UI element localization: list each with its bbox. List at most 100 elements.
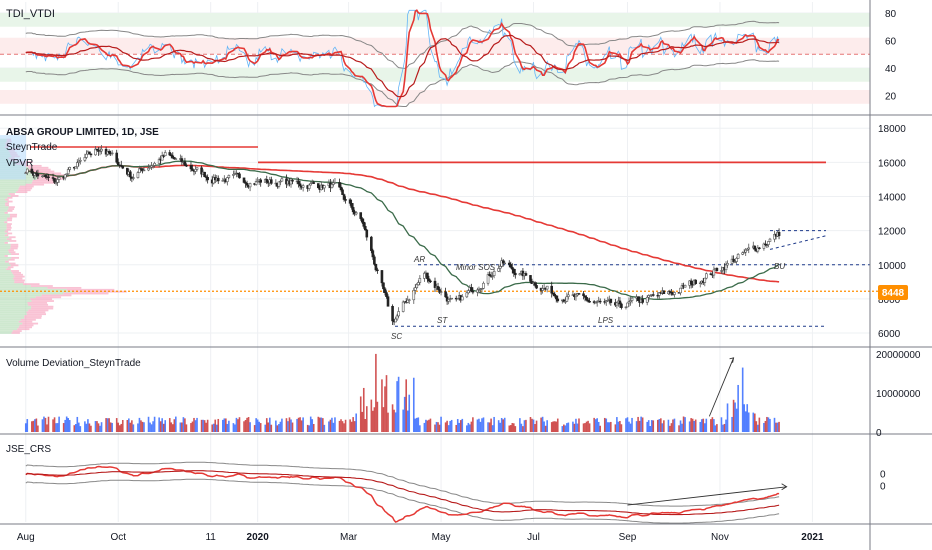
vpvr-bar-down (23, 283, 40, 286)
volume-bar (758, 417, 761, 432)
candle-body (742, 251, 746, 254)
vpvr-bar-up (0, 315, 25, 317)
volume-bar (414, 418, 417, 432)
volume-bar (190, 423, 192, 432)
volume-bar (52, 419, 54, 432)
vpvr-bar-up (0, 320, 19, 323)
volume-bar (79, 426, 82, 432)
volume-bar (603, 417, 606, 432)
volume-bar (625, 418, 627, 432)
candle-body (585, 297, 588, 301)
vpvr-bar-up (0, 266, 8, 269)
volume-bar (673, 418, 676, 432)
vpvr-bar-down (12, 330, 22, 332)
rs-y-label: 0 (880, 482, 886, 493)
vpvr-bar-up (0, 317, 25, 319)
volume-bar (461, 418, 464, 432)
volume-y-label: 0 (876, 428, 882, 439)
candle-body (338, 182, 341, 188)
candle-body (445, 296, 449, 302)
candle-body (630, 297, 634, 301)
volume-bar (754, 413, 756, 432)
volume-bar (737, 384, 739, 432)
volume-bar (193, 417, 195, 432)
volume-bar (306, 424, 309, 432)
candle-body (476, 289, 479, 293)
volume-bar (466, 425, 468, 432)
candle-body (514, 272, 517, 276)
vpvr-bar-up (0, 268, 7, 271)
candle-body (79, 159, 82, 162)
volume-bar (78, 422, 80, 432)
volume-bar (752, 412, 755, 432)
candle-body (715, 267, 719, 271)
candle-body (741, 252, 744, 255)
x-axis-label: Aug (17, 532, 35, 543)
tdi-bands (0, 13, 870, 104)
volume-bar (381, 379, 383, 432)
volume-bar (449, 421, 451, 432)
volume-bar (450, 419, 453, 432)
candle-body (736, 254, 740, 259)
volume-bar (561, 426, 564, 432)
vpvr-bar-up (0, 256, 12, 259)
volume-bar (312, 423, 315, 432)
volume-bar (487, 422, 489, 432)
volume-bar (766, 416, 768, 432)
volume-bar (469, 424, 471, 432)
volume-bar (279, 421, 282, 432)
vpvr-bar-up (0, 240, 10, 242)
candle-body (333, 182, 337, 184)
volume-bar (244, 420, 247, 432)
volume-bar (173, 419, 176, 432)
candle-body (689, 280, 693, 285)
candle-body (533, 282, 537, 286)
price-tag-bg (878, 285, 908, 300)
volume-bar (459, 420, 462, 432)
vpvr-bar-down (31, 300, 54, 302)
candle-body (200, 167, 203, 175)
volume-bar (385, 375, 388, 432)
volume-bar (550, 422, 553, 432)
vpvr-bar-up (0, 194, 11, 197)
vpvr-bar-down (10, 194, 19, 197)
candle-body (221, 180, 225, 182)
volume-bar (514, 426, 517, 432)
candle-body (115, 152, 119, 163)
candle-body (227, 175, 231, 178)
volume-bar (332, 422, 335, 432)
vpvr-bar-down (4, 234, 9, 237)
volume-bar (744, 411, 747, 432)
vpvr-bar-up (0, 236, 10, 239)
volume-bar (523, 420, 526, 432)
volume-bar (478, 418, 480, 432)
volume-bar (446, 420, 448, 432)
volume-bar (290, 419, 292, 432)
volume-bar (300, 420, 303, 432)
candle-body (85, 153, 88, 158)
volume-bar (713, 419, 715, 432)
volume-bar (106, 418, 109, 432)
volume-bar (387, 412, 389, 432)
volume-bar (638, 420, 641, 432)
vpvr-bar-down (41, 294, 72, 297)
candle-body (433, 280, 437, 288)
candle-body (423, 272, 426, 279)
candle-body (126, 167, 129, 175)
volume-bar (143, 422, 145, 432)
volume-bar (440, 416, 442, 432)
candle-body (465, 292, 469, 298)
candle-body (151, 165, 155, 167)
candle-body (365, 229, 369, 238)
volume-bar (502, 419, 505, 432)
volume-bar (763, 422, 765, 432)
volume-bar (546, 420, 548, 432)
candle-body (574, 294, 578, 298)
vpvr-bar-up (0, 187, 19, 190)
volume-bar (99, 425, 101, 432)
volume-bar (710, 419, 712, 432)
vpvr-bar-down (32, 179, 57, 182)
volume-bar (467, 422, 470, 432)
candle-body (142, 169, 146, 172)
